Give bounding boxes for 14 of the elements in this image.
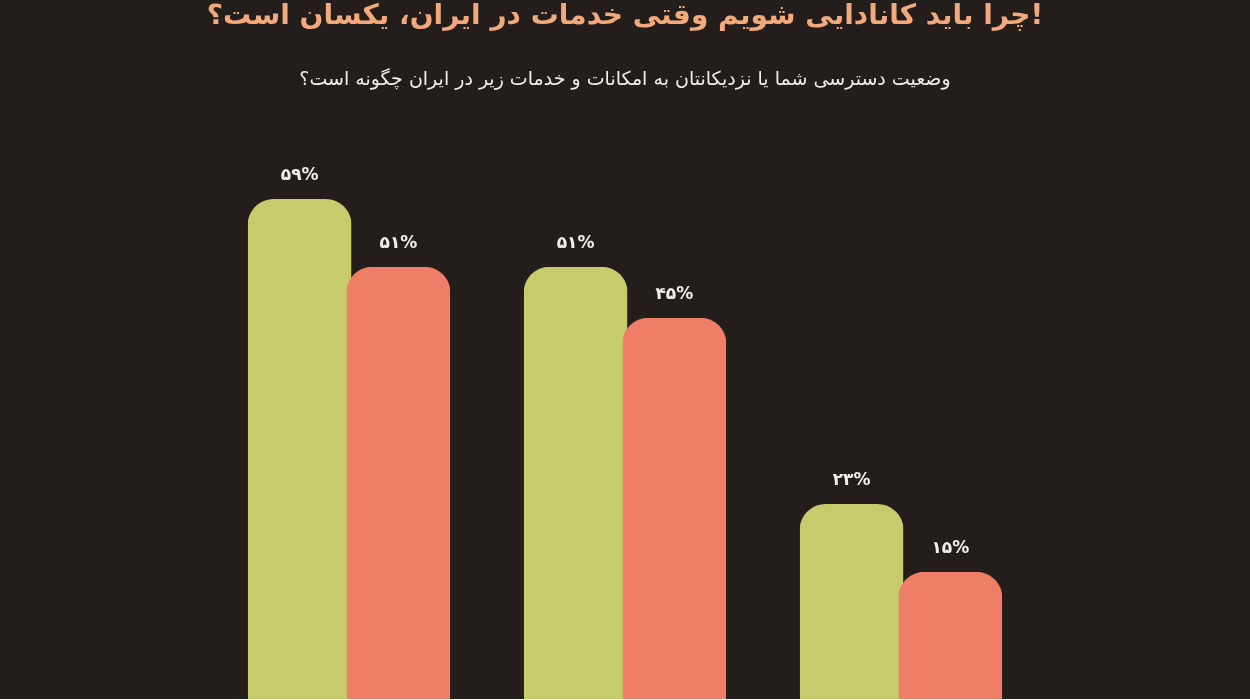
bar bbox=[346, 266, 451, 699]
data-label: ۵۹% bbox=[280, 164, 319, 184]
data-label: ۵۱% bbox=[556, 231, 595, 252]
data-label: ۱۵% bbox=[931, 536, 970, 557]
bar bbox=[799, 504, 904, 699]
bar bbox=[247, 199, 352, 699]
data-label: ۴۵% bbox=[655, 282, 694, 303]
chart-subtitle: وضعیت دسترسی شما یا نزدیکانتان به امکانات و خدمات زیر در ایران چگونه است؟ bbox=[299, 67, 951, 90]
chart-title: چرا باید کانادایی شویم وقتی خدمات در ایران، یکسان است؟! bbox=[206, 0, 1044, 31]
bar bbox=[898, 571, 1003, 699]
bar bbox=[622, 317, 727, 699]
data-label: ۲۳% bbox=[832, 469, 871, 490]
data-label: ۵۱% bbox=[379, 231, 418, 252]
bar bbox=[523, 266, 628, 699]
